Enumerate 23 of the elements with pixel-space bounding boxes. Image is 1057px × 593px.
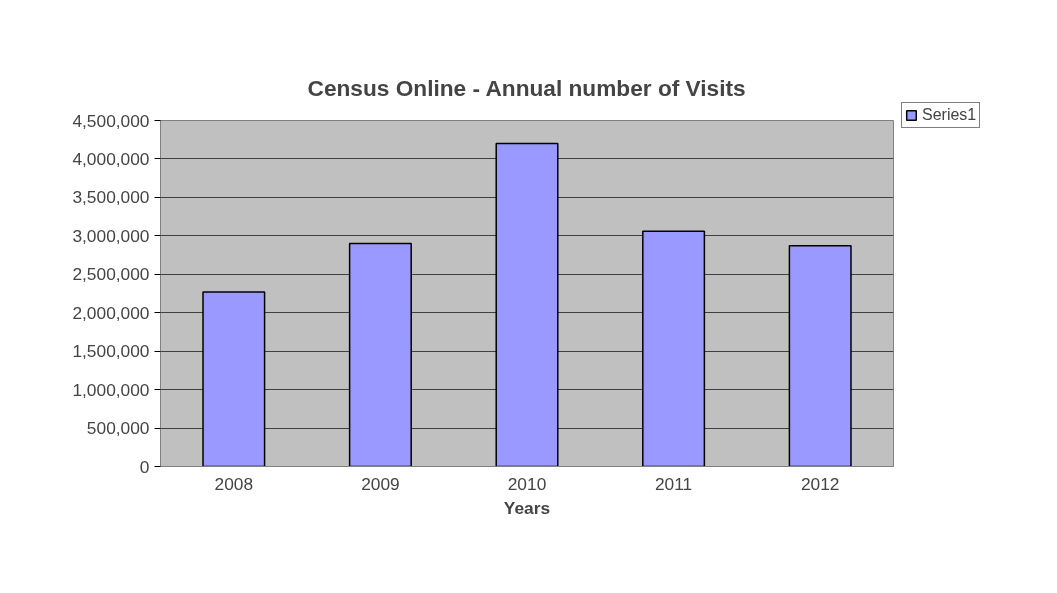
- y-tick-label: 1,000,000: [72, 379, 150, 400]
- y-tick-label: 0: [139, 456, 150, 477]
- y-tick-label: 4,500,000: [72, 110, 150, 131]
- bar: [788, 245, 852, 467]
- y-tick-label: 500,000: [86, 418, 150, 439]
- x-tick-label: 2011: [654, 473, 693, 494]
- bar: [348, 242, 412, 467]
- y-tick-label: 4,000,000: [72, 148, 150, 169]
- x-axis-title: Years: [503, 497, 551, 518]
- x-tick-label: 2008: [214, 473, 254, 494]
- bar: [495, 142, 559, 467]
- x-tick-label: 2010: [507, 473, 547, 494]
- y-tick-label: 3,500,000: [72, 187, 150, 208]
- y-tick-label: 1,500,000: [72, 341, 150, 362]
- y-tick-label: 2,500,000: [72, 264, 150, 285]
- bar: [202, 291, 266, 467]
- y-tick-label: 2,000,000: [72, 302, 150, 323]
- y-tick-label: 3,000,000: [72, 225, 150, 246]
- chart-title: Census Online - Annual number of Visits: [307, 74, 746, 101]
- x-tick-label: 2012: [800, 473, 840, 494]
- bar: [642, 230, 706, 467]
- legend-label: Series1: [922, 106, 977, 124]
- x-tick-label: 2009: [361, 473, 400, 494]
